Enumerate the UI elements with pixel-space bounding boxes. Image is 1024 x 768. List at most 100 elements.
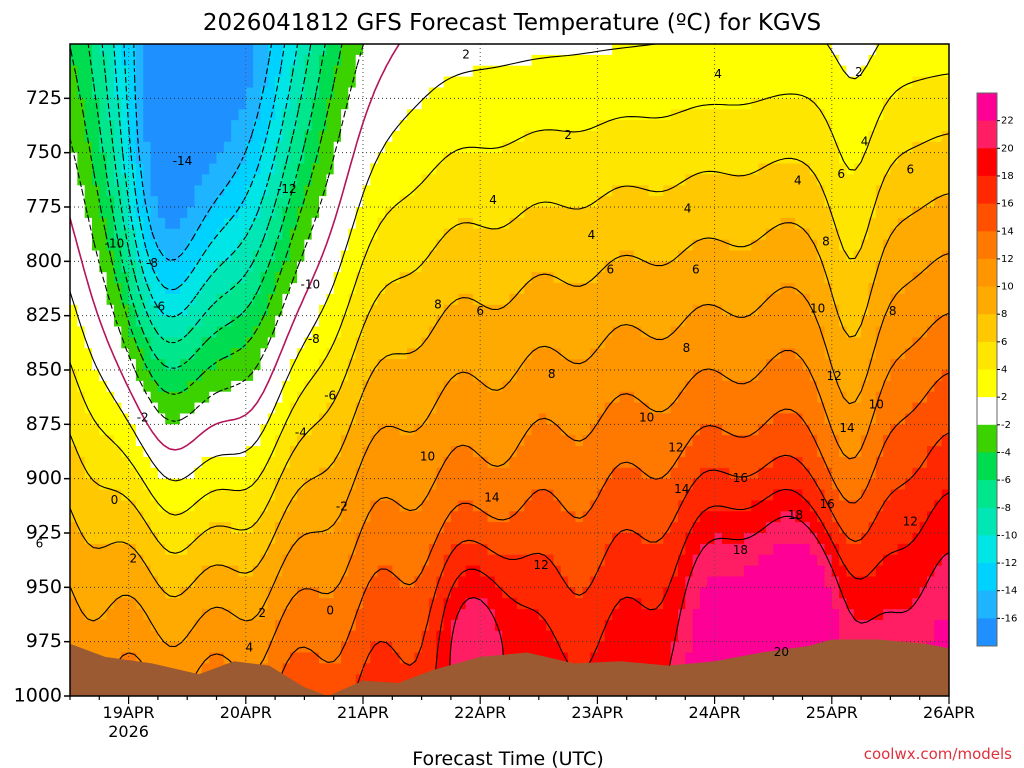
- field-cell: [531, 554, 540, 567]
- field-cell: [626, 293, 635, 306]
- field-cell: [77, 489, 86, 501]
- field-cell: [194, 293, 203, 306]
- field-cell: [77, 174, 86, 186]
- field-cell: [575, 576, 584, 588]
- field-cell: [612, 587, 620, 599]
- field-cell: [333, 641, 342, 654]
- field-cell: [597, 446, 606, 458]
- field-cell: [275, 630, 283, 643]
- field-cell: [553, 163, 562, 175]
- field-cell: [121, 652, 130, 664]
- field-cell: [582, 337, 591, 349]
- field-cell: [399, 120, 408, 132]
- field-cell: [568, 522, 576, 534]
- field-cell: [311, 54, 320, 67]
- field-cell: [612, 217, 620, 230]
- field-cell: [568, 283, 576, 295]
- field-cell: [516, 478, 525, 491]
- field-cell: [385, 587, 393, 599]
- field-cell: [223, 239, 232, 252]
- field-cell: [106, 185, 115, 197]
- field-cell: [84, 283, 93, 295]
- field-cell: [179, 98, 188, 110]
- field-cell: [135, 359, 144, 371]
- field-cell: [414, 315, 423, 328]
- field-cell: [187, 609, 196, 621]
- field-cell: [604, 456, 613, 469]
- field-cell: [77, 348, 86, 360]
- field-cell: [121, 489, 130, 501]
- field-cell: [114, 522, 122, 534]
- field-cell: [531, 217, 540, 230]
- field-cell: [597, 196, 606, 208]
- field-cell: [157, 641, 166, 654]
- field-cell: [341, 207, 349, 219]
- field-cell: [590, 207, 598, 219]
- field-cell: [568, 315, 576, 328]
- field-cell: [392, 293, 401, 306]
- field-cell: [209, 304, 218, 317]
- field-cell: [209, 65, 218, 78]
- field-cell: [509, 446, 518, 458]
- field-cell: [656, 500, 664, 512]
- field-cell: [355, 674, 364, 686]
- field-cell: [114, 76, 122, 89]
- field-cell: [502, 522, 511, 534]
- field-cell: [128, 370, 137, 382]
- field-cell: [597, 478, 606, 491]
- field-cell: [194, 163, 203, 175]
- field-cell: [311, 65, 320, 78]
- field-cell: [84, 239, 93, 252]
- field-cell: [275, 446, 283, 458]
- field-cell: [421, 543, 430, 556]
- field-cell: [363, 478, 371, 491]
- field-cell: [546, 391, 554, 404]
- field-cell: [399, 413, 408, 425]
- field-cell: [84, 456, 93, 469]
- field-cell: [289, 663, 298, 675]
- field-cell: [311, 663, 320, 675]
- field-cell: [604, 65, 613, 78]
- field-cell: [392, 587, 401, 599]
- field-cell: [377, 619, 386, 632]
- field-cell: [311, 609, 320, 621]
- field-cell: [392, 533, 401, 545]
- field-cell: [597, 54, 606, 67]
- field-cell: [92, 152, 100, 165]
- field-cell: [670, 196, 679, 208]
- field-cell: [494, 228, 503, 241]
- field-cell: [326, 98, 335, 110]
- field-cell: [231, 250, 239, 262]
- field-cell: [465, 272, 474, 284]
- field-cell: [333, 109, 342, 121]
- field-cell: [590, 609, 598, 621]
- field-cell: [326, 174, 335, 186]
- field-cell: [179, 641, 188, 654]
- field-cell: [436, 619, 445, 632]
- field-cell: [99, 565, 108, 578]
- field-cell: [267, 500, 276, 512]
- field-cell: [407, 54, 415, 67]
- field-cell: [311, 272, 320, 284]
- field-cell: [656, 217, 664, 230]
- field-cell: [494, 511, 503, 523]
- field-cell: [311, 337, 320, 349]
- field-cell: [648, 207, 657, 219]
- field-cell: [553, 337, 562, 349]
- field-cell: [531, 609, 540, 621]
- field-cell: [480, 456, 489, 469]
- field-cell: [99, 228, 108, 241]
- field-cell: [407, 239, 415, 252]
- field-cell: [604, 554, 613, 567]
- field-cell: [399, 370, 408, 382]
- field-cell: [333, 478, 342, 491]
- field-cell: [582, 217, 591, 230]
- field-cell: [436, 315, 445, 328]
- field-cell: [326, 609, 335, 621]
- field-cell: [333, 652, 342, 664]
- field-cell: [223, 228, 232, 241]
- field-cell: [370, 663, 379, 675]
- field-cell: [135, 65, 144, 78]
- field-cell: [626, 326, 635, 338]
- field-cell: [560, 261, 569, 273]
